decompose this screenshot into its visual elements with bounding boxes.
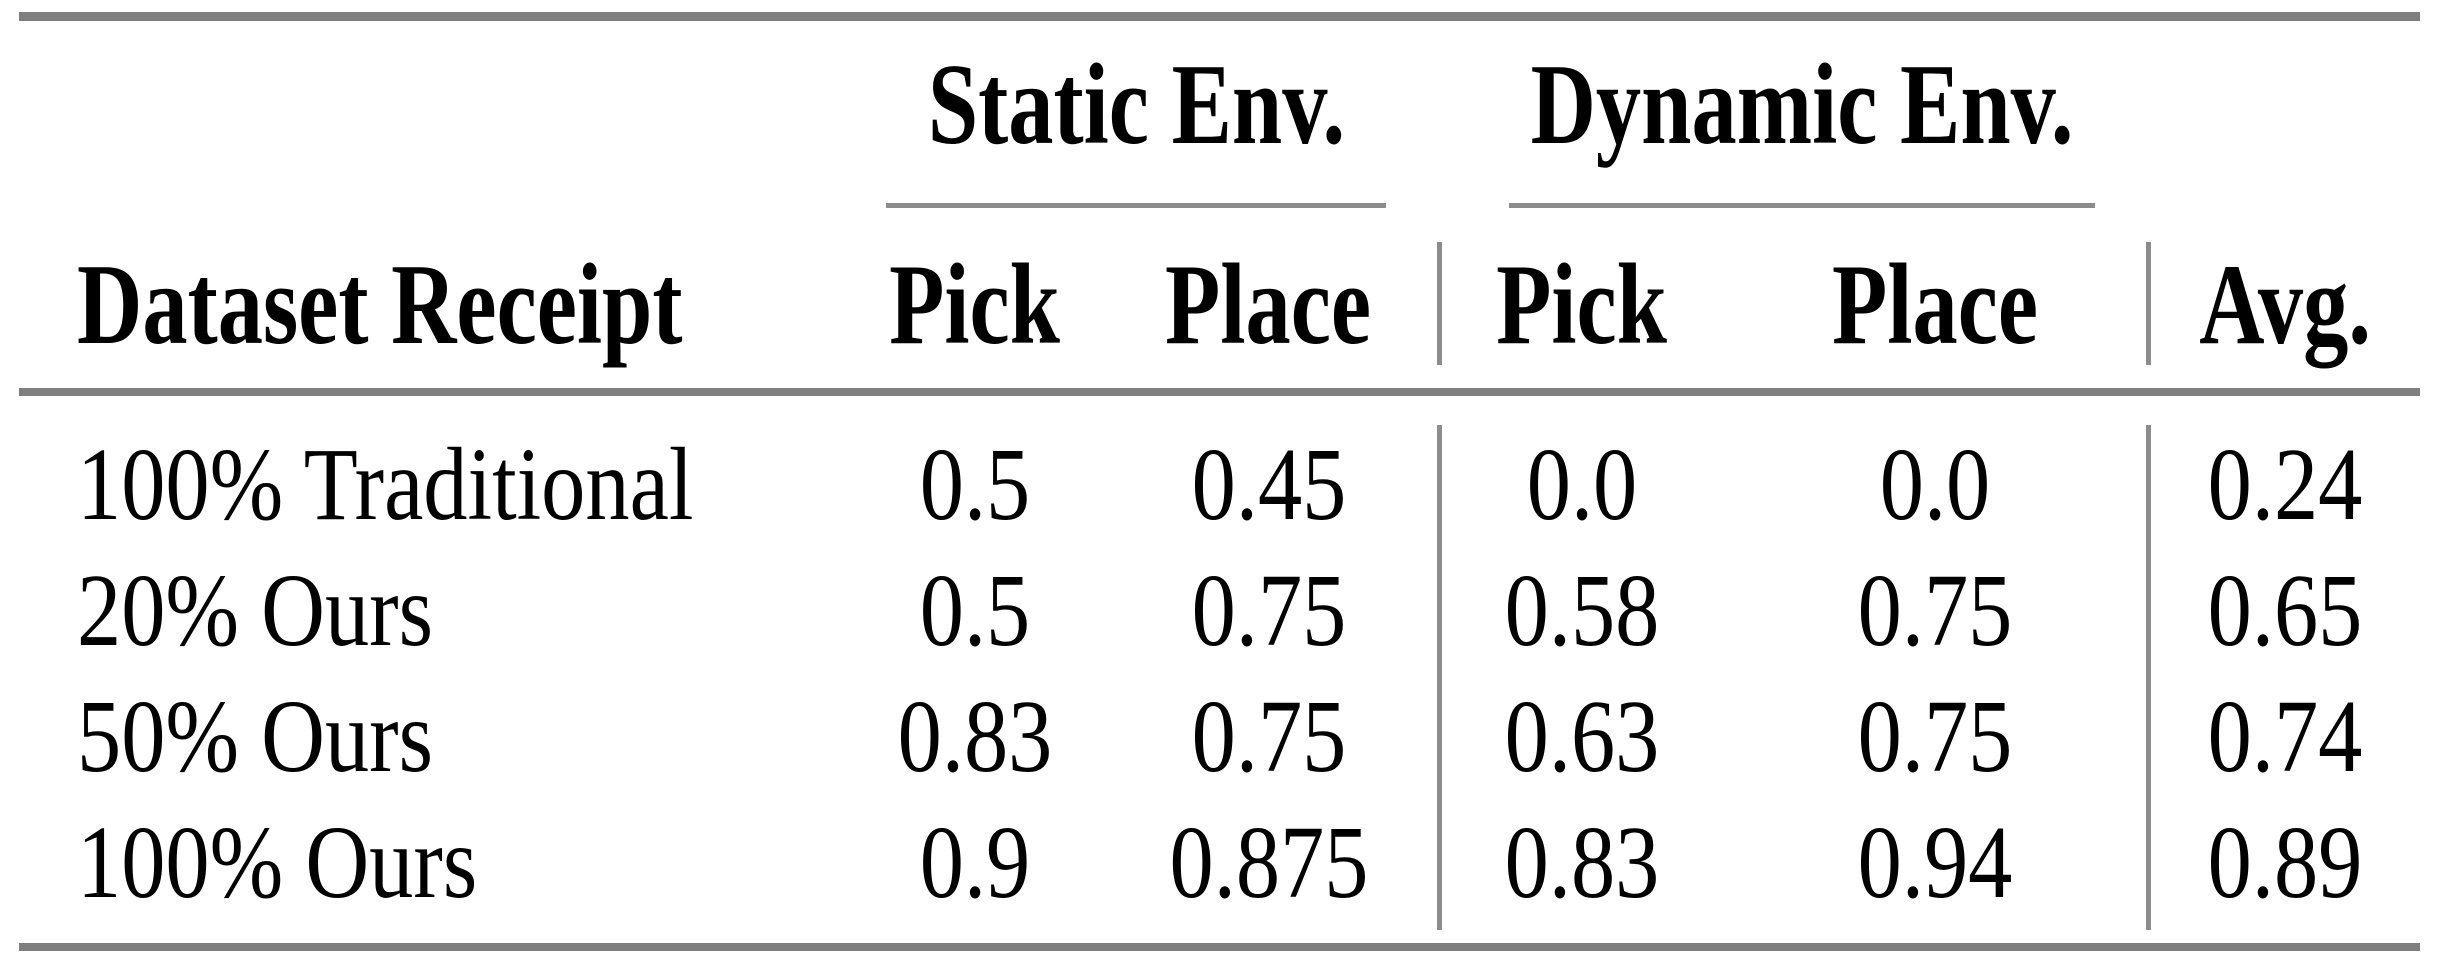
row-label: 100% Traditional	[19, 422, 850, 548]
body-vline-2	[2146, 425, 2151, 930]
avg-value: 0.24	[2207, 427, 2363, 542]
header-vline-2	[2146, 242, 2151, 365]
row-label-text: 20% Ours	[77, 553, 434, 668]
avg-value: 0.89	[2207, 805, 2363, 920]
avg-value: 0.65	[2207, 553, 2363, 668]
header-static-place-label: Place	[1165, 241, 1372, 369]
row-label: 50% Ours	[19, 674, 850, 800]
group-header-static-env: Static Env.	[886, 40, 1386, 170]
column-header-row: Dataset Receipt Pick Place Pick Place Av…	[19, 240, 2420, 370]
header-dynamic-pick: Pick	[1442, 240, 1722, 370]
group-header-static-env-label: Static Env.	[927, 41, 1345, 169]
table-row: 100% Ours 0.9 0.875 0.83 0.94 0.89	[19, 800, 2420, 926]
avg-value: 0.74	[2207, 679, 2363, 794]
row-label: 20% Ours	[19, 548, 850, 674]
dynamic-place-value: 0.75	[1857, 679, 2013, 794]
dynamic-pick-value: 0.58	[1504, 553, 1660, 668]
mid-rule	[19, 388, 2420, 396]
row-label-text: 100% Ours	[77, 805, 478, 920]
row-label-text: 50% Ours	[77, 679, 434, 794]
table-row: 20% Ours 0.5 0.75 0.58 0.75 0.65	[19, 548, 2420, 674]
top-rule	[19, 12, 2420, 21]
row-label: 100% Ours	[19, 800, 850, 926]
header-static-pick: Pick	[850, 240, 1100, 370]
header-avg-label: Avg.	[2199, 241, 2371, 369]
static-place-value: 0.875	[1169, 805, 1368, 920]
header-dataset-receipt-label: Dataset Receipt	[77, 241, 683, 369]
dynamic-pick-value: 0.63	[1504, 679, 1660, 794]
static-pick-value: 0.5	[919, 553, 1031, 668]
group-header-dynamic-env: Dynamic Env.	[1509, 40, 2095, 170]
group-header-dynamic-env-label: Dynamic Env.	[1530, 41, 2074, 169]
body-vline-1	[1437, 425, 1442, 930]
header-vline-1	[1437, 242, 1442, 365]
dynamic-env-underline	[1509, 203, 2095, 208]
dynamic-place-value: 0.75	[1857, 553, 2013, 668]
dynamic-pick-value: 0.0	[1526, 427, 1638, 542]
header-avg: Avg.	[2150, 240, 2420, 370]
bottom-rule	[19, 943, 2420, 951]
static-env-underline	[886, 203, 1386, 208]
static-pick-value: 0.83	[897, 679, 1053, 794]
static-pick-value: 0.9	[919, 805, 1031, 920]
header-static-pick-label: Pick	[889, 241, 1061, 369]
table-row: 50% Ours 0.83 0.75 0.63 0.75 0.74	[19, 674, 2420, 800]
dynamic-place-value: 0.0	[1879, 427, 1991, 542]
table-row: 100% Traditional 0.5 0.45 0.0 0.0 0.24	[19, 422, 2420, 548]
header-dynamic-place: Place	[1722, 240, 2148, 370]
static-place-value: 0.75	[1191, 553, 1346, 668]
dynamic-pick-value: 0.83	[1504, 805, 1660, 920]
header-dynamic-place-label: Place	[1832, 241, 2038, 369]
dynamic-place-value: 0.94	[1857, 805, 2013, 920]
header-dataset-receipt: Dataset Receipt	[19, 240, 850, 370]
header-static-place: Place	[1100, 240, 1437, 370]
header-dynamic-pick-label: Pick	[1496, 241, 1668, 369]
static-pick-value: 0.5	[919, 427, 1031, 542]
static-place-value: 0.75	[1191, 679, 1346, 794]
row-label-text: 100% Traditional	[77, 427, 694, 542]
static-place-value: 0.45	[1191, 427, 1346, 542]
